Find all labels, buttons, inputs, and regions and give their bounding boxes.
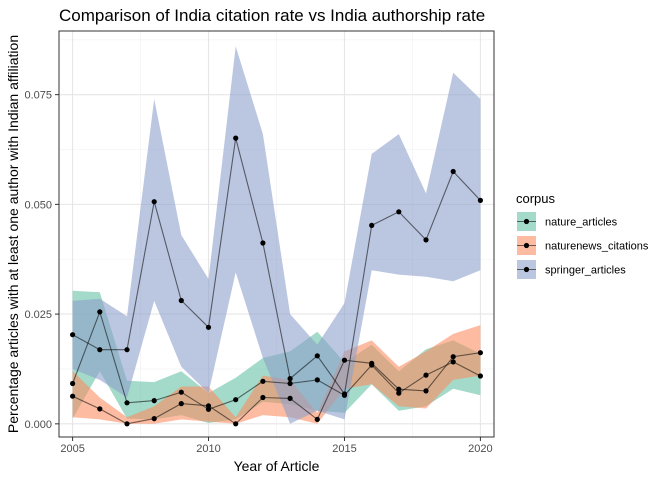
point-nature_articles bbox=[151, 398, 157, 404]
legend-label-naturenews_citations: naturenews_citations bbox=[545, 241, 649, 253]
point-naturenews_citations bbox=[314, 416, 320, 422]
x-tick-label: 2015 bbox=[332, 443, 356, 455]
point-springer_articles bbox=[97, 347, 103, 353]
point-nature_articles bbox=[97, 309, 103, 315]
x-tick-label: 2010 bbox=[196, 443, 220, 455]
point-springer_articles bbox=[205, 324, 212, 330]
y-tick-label: 0.025 bbox=[24, 309, 52, 321]
confidence-bands bbox=[72, 46, 481, 424]
point-springer_articles bbox=[287, 376, 293, 382]
x-tick-label: 2005 bbox=[60, 443, 84, 455]
line-naturenews_citations bbox=[72, 352, 481, 425]
point-springer_articles bbox=[341, 391, 348, 397]
y-tick-label: 0.050 bbox=[24, 199, 52, 211]
point-springer_articles bbox=[233, 135, 239, 141]
point-naturenews_citations bbox=[396, 386, 402, 392]
point-nature_articles bbox=[477, 373, 483, 379]
x-axis-label: Year of Article bbox=[234, 458, 320, 474]
point-naturenews_citations bbox=[178, 401, 184, 407]
band-springer_articles bbox=[72, 46, 481, 424]
point-naturenews_citations bbox=[287, 395, 293, 401]
point-nature_articles bbox=[396, 390, 402, 396]
chart-title: Comparison of India citation rate vs Ind… bbox=[59, 6, 485, 25]
legend-point-nature_articles bbox=[523, 218, 530, 225]
point-naturenews_citations bbox=[423, 388, 429, 394]
point-nature_articles bbox=[287, 380, 293, 387]
point-springer_articles bbox=[450, 168, 456, 175]
point-nature_articles bbox=[233, 397, 239, 403]
point-nature_articles bbox=[124, 400, 130, 406]
point-nature_articles bbox=[260, 378, 266, 384]
point-naturenews_citations bbox=[369, 360, 375, 366]
point-naturenews_citations bbox=[205, 403, 212, 409]
legend-title: corpus bbox=[516, 191, 556, 206]
point-naturenews_citations bbox=[70, 393, 76, 399]
point-nature_articles bbox=[314, 377, 320, 383]
point-nature_articles bbox=[423, 372, 429, 378]
point-naturenews_citations bbox=[151, 416, 157, 422]
line-nature_articles bbox=[72, 310, 481, 410]
point-naturenews_citations bbox=[233, 421, 239, 427]
y-tick-label: 0.075 bbox=[24, 90, 52, 102]
x-axis-ticks: 2005 2010 2015 2020 bbox=[60, 437, 493, 455]
point-springer_articles bbox=[314, 353, 320, 359]
point-springer_articles bbox=[423, 237, 429, 243]
point-naturenews_citations bbox=[341, 357, 348, 363]
y-axis-label: Percentage articles with at least one au… bbox=[5, 35, 21, 433]
legend-label-nature_articles: nature_articles bbox=[545, 217, 618, 229]
band-naturenews_citations bbox=[72, 325, 481, 424]
point-springer_articles bbox=[151, 199, 157, 205]
y-axis-ticks: 0.000 0.025 0.050 0.075 bbox=[24, 90, 59, 431]
legend-point-springer_articles bbox=[523, 266, 530, 273]
point-naturenews_citations bbox=[97, 406, 103, 412]
point-naturenews_citations bbox=[450, 354, 456, 360]
legend: corpus nature_articles naturenews_citatio… bbox=[516, 191, 649, 280]
point-nature_articles bbox=[70, 380, 76, 387]
legend-point-naturenews_citations bbox=[523, 242, 530, 249]
point-springer_articles bbox=[260, 240, 266, 246]
legend-label-springer_articles: springer_articles bbox=[545, 265, 626, 277]
plot-border bbox=[58, 30, 495, 438]
point-nature_articles bbox=[450, 359, 456, 365]
point-nature_articles bbox=[178, 389, 184, 395]
point-springer_articles bbox=[396, 209, 402, 215]
point-springer_articles bbox=[477, 197, 483, 203]
point-springer_articles bbox=[124, 347, 130, 353]
point-naturenews_citations bbox=[477, 350, 483, 356]
series-lines bbox=[72, 137, 481, 425]
series-points bbox=[70, 135, 483, 427]
point-naturenews_citations bbox=[124, 421, 130, 427]
y-tick-label: 0.000 bbox=[24, 419, 52, 431]
point-springer_articles bbox=[369, 222, 375, 228]
line-springer_articles bbox=[72, 137, 481, 396]
point-springer_articles bbox=[178, 297, 184, 304]
point-naturenews_citations bbox=[260, 394, 266, 401]
point-springer_articles bbox=[70, 332, 76, 338]
x-tick-label: 2020 bbox=[468, 443, 492, 455]
